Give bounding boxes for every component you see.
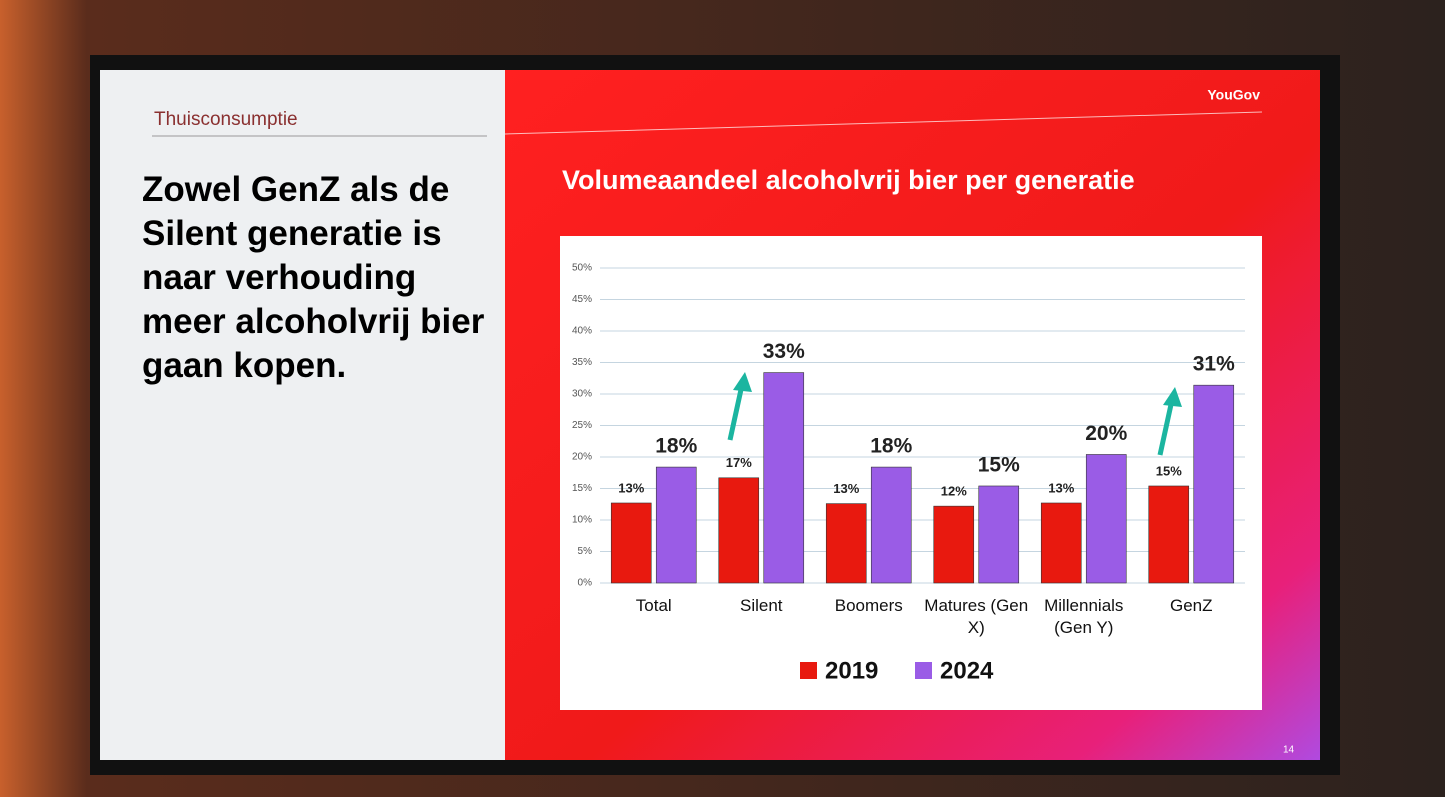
data-label: 18% [870, 435, 912, 458]
legend-swatch [915, 662, 932, 679]
annotation-arrow [727, 372, 1182, 456]
y-tick-label: 35% [572, 357, 592, 368]
divider [504, 111, 1263, 135]
y-tick-label: 40% [572, 326, 592, 337]
arrow-shaft [727, 384, 745, 441]
data-label: 15% [1156, 463, 1182, 478]
bar [825, 503, 867, 584]
arrow-head [1163, 387, 1182, 407]
y-tick-label: 30% [572, 389, 592, 400]
page-number: 14 [1283, 745, 1295, 756]
arrow-head [733, 372, 752, 392]
y-tick-label: 10% [572, 515, 592, 526]
bar [1085, 454, 1127, 584]
arrow-shaft [1157, 399, 1175, 456]
y-tick-label: 45% [572, 294, 592, 305]
data-label: 17% [726, 455, 752, 470]
left-panel [100, 70, 505, 760]
legend-label: 2024 [940, 657, 994, 684]
bar [1148, 485, 1190, 584]
plot-area: 0% 5% 10% 15% 20% 25% 30% 35% 40% 45% 50% 13% 18% 17%… [572, 263, 1245, 589]
data-label: 12% [941, 484, 967, 499]
legend-swatch [800, 662, 817, 679]
y-tick-label: 15% [572, 483, 592, 494]
y-tick-label: 25% [572, 420, 592, 431]
data-label: 20% [1085, 422, 1127, 445]
data-label: 18% [655, 435, 697, 458]
x-tick-label: Total [635, 596, 672, 615]
bar [763, 372, 805, 584]
data-label: 13% [1048, 480, 1074, 495]
brand-logo: YouGov [1207, 87, 1260, 103]
data-label: 31% [1193, 353, 1235, 376]
bar [978, 485, 1020, 584]
bar [610, 502, 652, 584]
legend-label: 2019 [825, 657, 878, 684]
bar [933, 505, 975, 584]
y-tick-label: 5% [578, 546, 593, 557]
bar [1040, 502, 1082, 584]
chart-title: Volumeaandeel alcoholvrij bier per gener… [562, 165, 1135, 195]
bar [870, 466, 912, 584]
data-label: 15% [978, 454, 1020, 477]
section-title: Thuisconsumptie [154, 109, 298, 130]
y-tick-label: 50% [572, 263, 592, 274]
y-tick-label: 0% [578, 578, 593, 589]
y-tick-label: 20% [572, 452, 592, 463]
bar [718, 477, 760, 584]
x-tick-label: GenZ [1169, 596, 1213, 615]
x-tick-label: Millennials (Gen Y) [1044, 596, 1124, 637]
headline: Zowel GenZ als de Silent generatie is na… [142, 170, 485, 385]
bar [655, 466, 697, 584]
x-tick-label: Boomers [834, 596, 903, 615]
data-label: 33% [763, 340, 805, 363]
x-tick-label: Silent [739, 596, 783, 615]
data-label: 13% [833, 481, 859, 496]
bar [1193, 384, 1235, 584]
data-label: 13% [618, 480, 644, 495]
x-tick-label: Matures (Gen X) [924, 596, 1029, 637]
